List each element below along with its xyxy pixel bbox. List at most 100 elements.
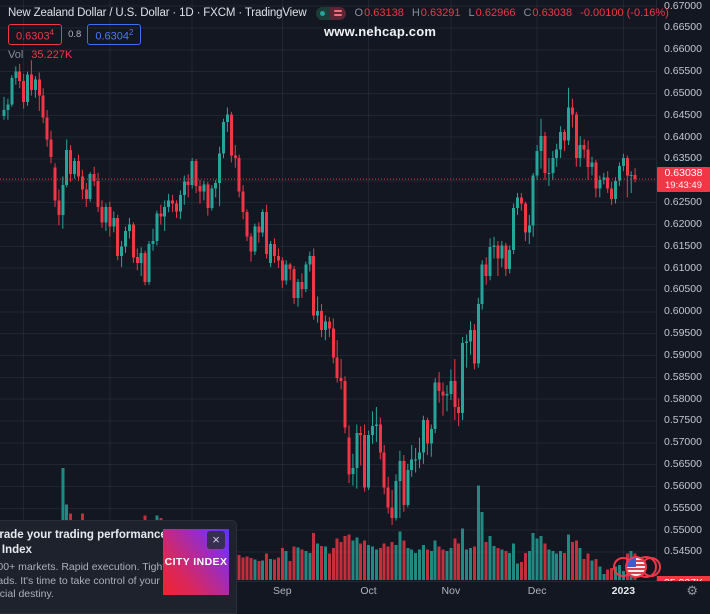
time-tick: Sep: [272, 585, 292, 597]
candle-body: [112, 217, 116, 227]
candle-body: [186, 181, 190, 186]
visibility-dot-icon: [315, 6, 330, 20]
volume-bar: [261, 560, 265, 580]
candle-body: [124, 231, 127, 247]
candle-body: [535, 151, 539, 176]
volume-bar: [276, 557, 280, 580]
candle-body: [374, 424, 378, 427]
candle-body: [425, 420, 429, 444]
candle-body: [578, 145, 582, 159]
price-tick: 0.64500: [664, 108, 702, 121]
ad-title: Upgrade your trading performance: City I…: [0, 529, 171, 556]
volume-bar: [433, 540, 437, 580]
change-value: -0.00100 (-0.16%): [580, 7, 669, 19]
legend-toggle-icon[interactable]: [315, 6, 346, 20]
candle-body: [398, 461, 402, 482]
candle-body: [621, 158, 625, 166]
volume-bar: [449, 548, 453, 580]
volume-bar: [418, 549, 421, 580]
close-icon[interactable]: ×: [207, 531, 225, 549]
price-tick: 0.62000: [664, 217, 702, 230]
candle-body: [273, 244, 276, 256]
candle-body: [57, 200, 61, 215]
candle-body: [65, 150, 69, 186]
bid-button[interactable]: 0.63034: [8, 23, 63, 46]
volume-bar: [382, 543, 386, 580]
candle-body: [418, 452, 421, 460]
candle-body: [296, 282, 300, 298]
candle-body: [304, 264, 308, 290]
volume-bar: [327, 553, 331, 580]
candle-body: [429, 428, 433, 444]
time-tick: Nov: [441, 585, 461, 597]
current-price-value: 0.63038: [664, 166, 703, 179]
candle-body: [147, 244, 151, 283]
ad-banner[interactable]: Upgrade your trading performance: City I…: [0, 520, 237, 614]
price-tick: 0.56500: [664, 458, 702, 471]
volume-bar: [351, 540, 355, 580]
volume-bar: [398, 531, 402, 580]
price-tick: 0.54500: [664, 545, 702, 558]
time-tick: Dec: [527, 585, 547, 597]
time-tick: 2023: [611, 585, 636, 597]
volume-bar: [551, 551, 555, 580]
volume-bar: [582, 558, 586, 580]
price-axis[interactable]: 0.67000 0.66500 0.66000 0.65500 0.65000 0.645…: [656, 0, 710, 590]
volume-bar: [543, 543, 547, 580]
candle-body: [155, 213, 159, 241]
candle-body: [323, 321, 327, 331]
candle-body: [508, 249, 512, 269]
us-flag-event-icon[interactable]: [613, 554, 661, 582]
volume-bar: [602, 573, 606, 580]
candle-body: [551, 158, 555, 173]
current-price-label: 0.63038 19:43:49: [657, 166, 710, 192]
candle-body: [625, 158, 629, 176]
open-value: 0.63138: [364, 7, 404, 19]
gear-icon[interactable]: ⚙: [686, 583, 698, 598]
volume-bar: [598, 566, 602, 580]
candle-body: [500, 245, 504, 259]
candle-body: [104, 207, 108, 223]
candle-body: [245, 212, 249, 237]
volume-bar: [300, 549, 304, 580]
candle-body: [233, 155, 237, 159]
volume-indicator-label[interactable]: Vol: [8, 49, 24, 61]
candle-body: [88, 174, 92, 200]
volume-bar: [237, 555, 241, 580]
candle-body: [469, 330, 472, 342]
volume-bar: [245, 556, 249, 580]
candle-body: [22, 81, 26, 103]
candle-body: [516, 197, 519, 208]
price-tick: 0.60000: [664, 305, 702, 318]
candle-body: [288, 264, 292, 269]
volume-bar: [359, 543, 363, 580]
symbol-title[interactable]: New Zealand Dollar / U.S. Dollar · 1D · …: [8, 7, 307, 19]
candle-body: [457, 407, 461, 414]
candle-body: [465, 341, 469, 344]
ask-button[interactable]: 0.63042: [87, 23, 142, 46]
candlestick-chart-canvas[interactable]: [0, 0, 710, 600]
volume-bar: [512, 543, 516, 580]
volume-bar: [465, 549, 469, 580]
volume-bar: [249, 558, 253, 580]
candle-body: [18, 71, 22, 82]
volume-bar: [484, 542, 488, 580]
volume-bar: [610, 567, 614, 580]
candle-body: [480, 264, 484, 304]
candle-body: [300, 282, 304, 290]
volume-bar: [606, 569, 610, 580]
price-tick: 0.61000: [664, 261, 702, 274]
volume-bar: [539, 536, 543, 580]
candle-body: [563, 131, 567, 141]
candle-body: [320, 310, 323, 331]
candle-body: [80, 176, 84, 190]
volume-indicator-value: 35.227K: [31, 49, 73, 61]
candle-body: [6, 104, 10, 111]
volume-bar: [488, 536, 492, 580]
volume-bar: [288, 561, 292, 580]
volume-bar: [567, 534, 570, 580]
volume-bar: [339, 542, 343, 580]
candle-body: [441, 391, 445, 396]
candle-body: [241, 191, 245, 213]
